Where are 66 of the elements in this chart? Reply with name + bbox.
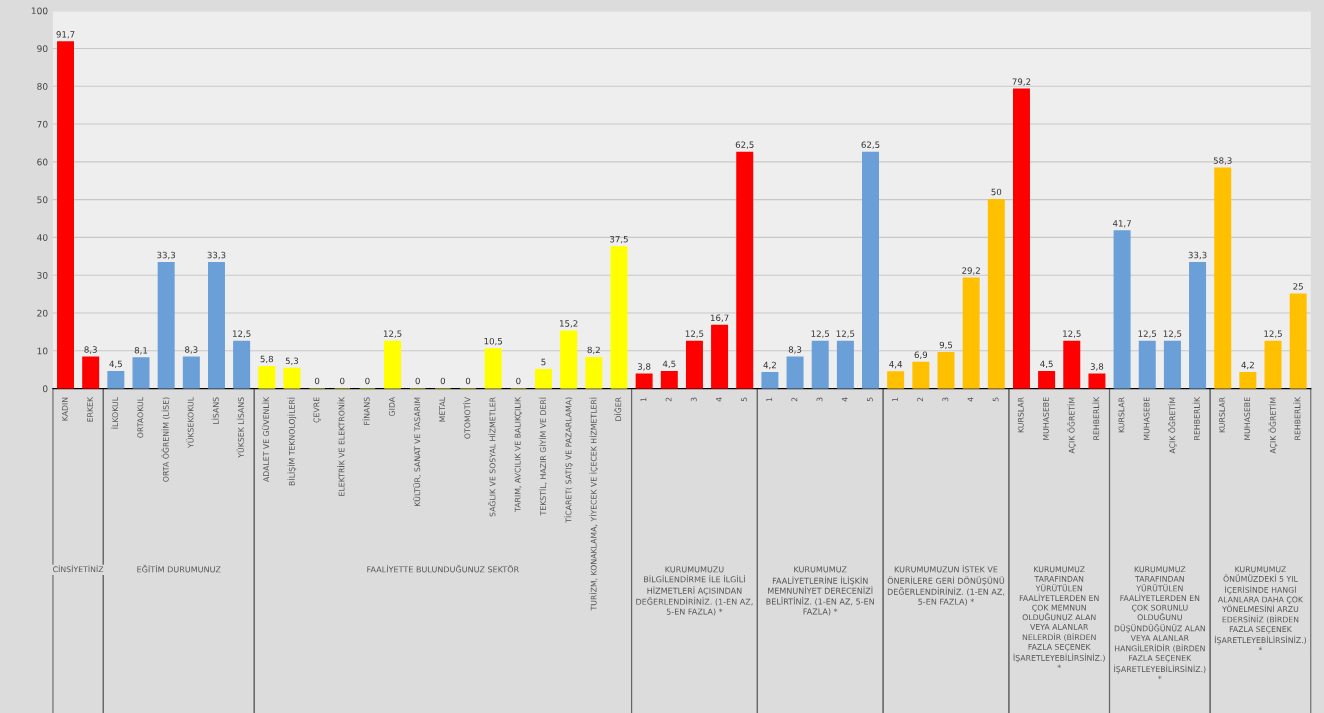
data-label: 6,9 [914, 351, 928, 359]
data-label: 8,3 [185, 346, 198, 354]
data-label: 12,5 [811, 330, 830, 338]
text: EĞİTİM DURUMUNUZ [137, 564, 221, 573]
data-label: 0 [340, 377, 345, 385]
y-tick-label: 10 [37, 347, 48, 355]
data-label: 4,2 [763, 361, 776, 370]
y-tick-label: 100 [31, 7, 48, 15]
text: FAALİYETTE BULUNDUĞUNUZ SEKTÖR [367, 564, 519, 573]
data-label: 15,2 [560, 320, 578, 328]
data-label: 41,7 [1112, 220, 1131, 228]
data-label: 8,1 [134, 347, 148, 355]
data-label: 4,5 [109, 360, 122, 369]
data-label: 12,5 [1163, 330, 1182, 338]
y-tick-label: 20 [37, 309, 48, 317]
text: KURUMUMUZ FAALİYETLERİNE İLİŞKİN MEMNUNİYET DERECENİZİ BELİRTİNİZ. (1-EN AZ, 5-EN FAZLA) * [766, 566, 874, 616]
data-label: 91,7 [56, 31, 75, 39]
data-label: 5 [541, 358, 546, 366]
data-label: 50 [991, 188, 1002, 196]
data-label: 12,5 [232, 330, 251, 338]
y-tick-label: 60 [37, 158, 48, 166]
data-label: 12,5 [1264, 330, 1282, 338]
y-tick-label: 90 [37, 45, 48, 53]
data-label: 33,3 [207, 251, 226, 260]
data-label: 4,5 [662, 360, 676, 369]
data-label: 12,5 [1063, 330, 1081, 338]
text: KURUMUMUZUN İSTEK VE ÖNERİLERE GERİ DÖNÜŞÜNÜ DEĞERLENDİRİNİZ. (1-EN AZ, 5-EN FAZLA) * [887, 564, 1005, 606]
data-label: 0 [314, 377, 320, 385]
data-label: 3,8 [637, 363, 651, 371]
data-label: 62,5 [735, 141, 754, 149]
data-label: 8,3 [84, 346, 97, 354]
y-tick-label: 30 [37, 271, 48, 279]
y-tick-label: 50 [37, 196, 48, 204]
data-label: 4,2 [1241, 361, 1254, 370]
data-label: 58,3 [1213, 157, 1232, 165]
data-label: 8,2 [587, 346, 600, 355]
data-label: 8,3 [788, 346, 802, 354]
data-label: 0 [365, 377, 370, 385]
data-label: 29,2 [962, 267, 980, 275]
data-label: 5,3 [285, 357, 299, 365]
data-label: 5,8 [260, 355, 274, 364]
data-label: 0 [415, 377, 420, 385]
data-label: 16,7 [710, 314, 729, 322]
data-label: 10,5 [484, 337, 503, 346]
y-tick-label: 40 [37, 234, 48, 241]
data-label: 37,5 [610, 235, 628, 244]
data-label: 33,3 [1188, 251, 1207, 260]
text: KURUMUMUZU BİLGİLENDİRME İLE İLGİLİ HİZMETLERİ AÇISINDAN DEĞERLENDİRİNİZ. (1-EN AZ, 5-EN FAZLA) * [636, 566, 753, 616]
y-tick-label: 0 [42, 385, 48, 393]
data-label: 62,5 [861, 141, 880, 149]
data-label: 12,5 [1138, 330, 1157, 338]
data-label: 4,5 [1040, 360, 1053, 369]
y-tick-label: 80 [37, 83, 48, 90]
y-tick-label: 70 [37, 120, 48, 128]
data-label: 4,4 [889, 361, 903, 369]
data-label: 12,5 [685, 330, 704, 338]
data-label: 12,5 [383, 330, 402, 338]
data-label: 12,5 [836, 330, 855, 338]
data-label: 79,2 [1012, 78, 1031, 86]
data-label: 33,3 [157, 251, 176, 260]
data-label: 0 [516, 377, 521, 385]
data-label: 9,5 [939, 341, 953, 350]
data-label: 25 [1293, 283, 1303, 290]
data-label: 3,8 [1090, 363, 1104, 371]
data-label: 0 [440, 377, 446, 385]
data-label: 0 [465, 377, 471, 385]
